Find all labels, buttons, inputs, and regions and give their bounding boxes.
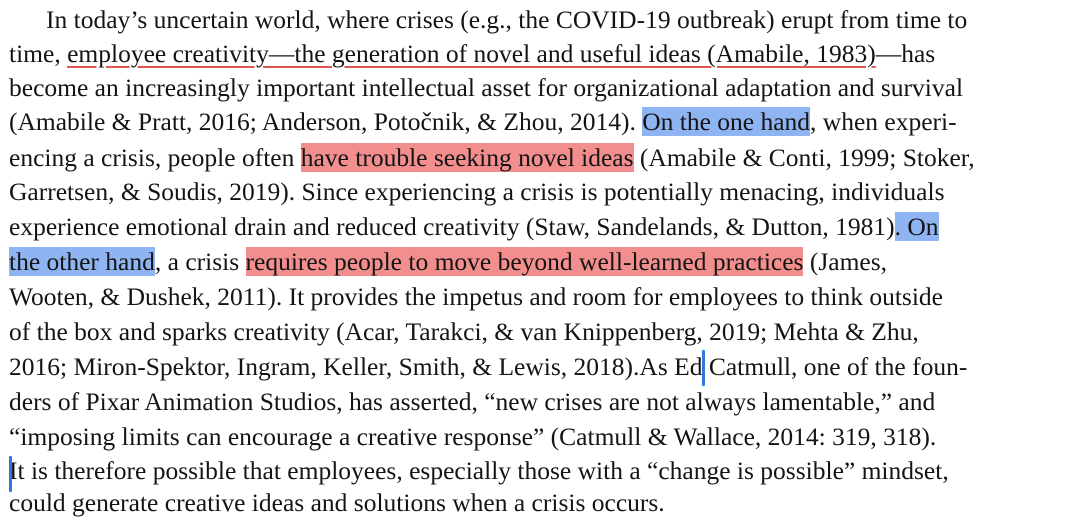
text-line-14-segment: It is therefore possible that employees,… bbox=[9, 456, 949, 485]
selection-end-handle-icon[interactable] bbox=[9, 456, 12, 492]
text-line-4-segment: (Amabile & Pratt, 2016; Anderson, Potočn… bbox=[9, 107, 643, 136]
text-line-3: become an increasingly important intelle… bbox=[9, 71, 1070, 105]
blue-highlight-on-the-other-hand-end[interactable]: the other hand bbox=[9, 247, 155, 276]
text-line-12-segment: ders of Pixar Animation Studios, has ass… bbox=[9, 387, 936, 416]
text-line-13-segment: “imposing limits can encourage a creativ… bbox=[9, 422, 937, 451]
red-highlight-move-beyond-practices[interactable]: requires people to move beyond well-lear… bbox=[245, 247, 804, 276]
text-line-10-segment: of the box and sparks creativity (Acar, … bbox=[9, 317, 919, 346]
text-line-2: time, employee creativity—the generation… bbox=[9, 37, 1070, 71]
text-line-11-segment: 2016; Miron-Spektor, Ingram, Keller, Smi… bbox=[9, 352, 640, 381]
underlined-definition[interactable]: employee creativity—the generation of no… bbox=[67, 39, 876, 68]
text-line-5-segment: encing a crisis, people often bbox=[9, 143, 301, 172]
text-line-1-segment: In today’s uncertain world, where crises… bbox=[46, 5, 968, 34]
red-highlight-trouble-seeking-ideas[interactable]: have trouble seeking novel ideas bbox=[300, 143, 634, 172]
text-line-9: Wooten, & Dushek, 2011). It provides the… bbox=[9, 280, 1070, 314]
text-line-13: “imposing limits can encourage a creativ… bbox=[9, 420, 1070, 454]
text-line-5-segment: (Amabile & Conti, 1999; Stoker, bbox=[633, 143, 975, 172]
text-line-10: of the box and sparks creativity (Acar, … bbox=[9, 315, 1070, 349]
text-line-2-segment: —has bbox=[875, 39, 936, 68]
text-line-1: In today’s uncertain world, where crises… bbox=[46, 3, 1070, 37]
text-line-3-segment: become an increasingly important intelle… bbox=[9, 73, 964, 102]
blue-highlight-on-the-one-hand[interactable]: On the one hand bbox=[642, 107, 811, 136]
text-line-14: It is therefore possible that employees,… bbox=[9, 454, 1070, 488]
text-line-9-segment: Wooten, & Dushek, 2011). It provides the… bbox=[9, 282, 943, 311]
text-line-8: the other hand, a crisis requires people… bbox=[9, 245, 1070, 279]
text-line-6-segment: Garretsen, & Soudis, 2019). Since experi… bbox=[9, 177, 945, 206]
text-line-7-segment: experience emotional drain and reduced c… bbox=[9, 212, 895, 241]
text-line-5: encing a crisis, people often have troub… bbox=[9, 141, 1070, 175]
text-line-15-segment: could generate creative ideas and soluti… bbox=[9, 488, 665, 517]
text-line-2-segment: time, bbox=[9, 39, 68, 68]
text-line-6: Garretsen, & Soudis, 2019). Since experi… bbox=[9, 175, 1070, 209]
text-line-4-segment: , when experi- bbox=[810, 107, 957, 136]
text-line-4: (Amabile & Pratt, 2016; Anderson, Potočn… bbox=[9, 105, 1070, 139]
text-line-11: 2016; Miron-Spektor, Ingram, Keller, Smi… bbox=[9, 350, 1070, 384]
text-line-12: ders of Pixar Animation Studios, has ass… bbox=[9, 385, 1070, 419]
text-line-7: experience emotional drain and reduced c… bbox=[9, 210, 1070, 244]
text-line-8-segment: , a crisis bbox=[154, 247, 246, 276]
text-line-11-segment: As Ed Catmull, one of the foun- bbox=[639, 352, 968, 381]
selection-start-handle-icon[interactable] bbox=[702, 350, 705, 386]
text-line-15: could generate creative ideas and soluti… bbox=[9, 486, 1070, 520]
blue-highlight-on-the-other-hand-start[interactable]: . On bbox=[894, 212, 939, 241]
text-line-8-segment: (James, bbox=[803, 247, 888, 276]
